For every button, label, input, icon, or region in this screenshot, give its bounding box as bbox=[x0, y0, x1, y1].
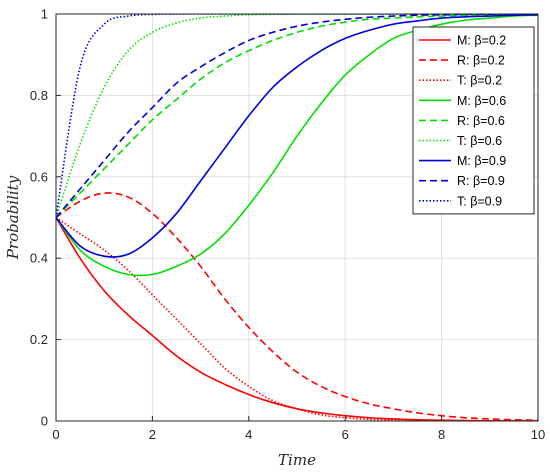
legend-entry-1: R: β=0.2 bbox=[457, 54, 505, 68]
ticks: 0 2 4 6 8 10 0 0.2 0.4 0.6 0.8 1 bbox=[30, 7, 545, 443]
legend-entry-5: T: β=0.6 bbox=[457, 134, 502, 148]
x-axis-label: Time bbox=[278, 451, 316, 469]
x-tick-label: 10 bbox=[531, 427, 545, 442]
legend: M: β=0.2 R: β=0.2 T: β=0.2 M: β=0.6 R: β=0.6… bbox=[412, 26, 535, 215]
y-tick-label: 1 bbox=[41, 7, 48, 22]
series-line-3 bbox=[56, 14, 538, 277]
y-axis-label: Probability bbox=[4, 175, 22, 260]
y-tick-label: 0 bbox=[41, 414, 48, 429]
legend-entry-8: T: β=0.9 bbox=[457, 194, 502, 208]
legend-entry-7: R: β=0.9 bbox=[457, 174, 505, 188]
y-tick-label: 0.4 bbox=[30, 251, 48, 266]
x-tick-label: 2 bbox=[149, 427, 156, 442]
legend-entry-3: M: β=0.6 bbox=[457, 94, 506, 108]
series-line-7 bbox=[56, 14, 538, 219]
series-line-5 bbox=[56, 14, 538, 218]
series-line-1 bbox=[56, 192, 538, 421]
x-tick-label: 8 bbox=[438, 427, 445, 442]
legend-entry-0: M: β=0.2 bbox=[457, 34, 506, 48]
plot-frame bbox=[55, 13, 539, 422]
series-line-8 bbox=[56, 14, 538, 218]
legend-entry-2: T: β=0.2 bbox=[457, 74, 502, 88]
x-tick-label: 4 bbox=[245, 427, 252, 442]
y-tick-label: 0.6 bbox=[30, 169, 48, 184]
y-tick-label: 0.2 bbox=[30, 332, 48, 347]
x-tick-label: 0 bbox=[52, 427, 59, 442]
series-line-4 bbox=[56, 14, 538, 219]
x-tick-label: 6 bbox=[342, 427, 349, 442]
legend-entry-4: R: β=0.6 bbox=[457, 114, 505, 128]
y-tick-label: 0.8 bbox=[30, 88, 48, 103]
series-line-6 bbox=[56, 14, 538, 258]
legend-entry-6: M: β=0.9 bbox=[457, 154, 506, 168]
